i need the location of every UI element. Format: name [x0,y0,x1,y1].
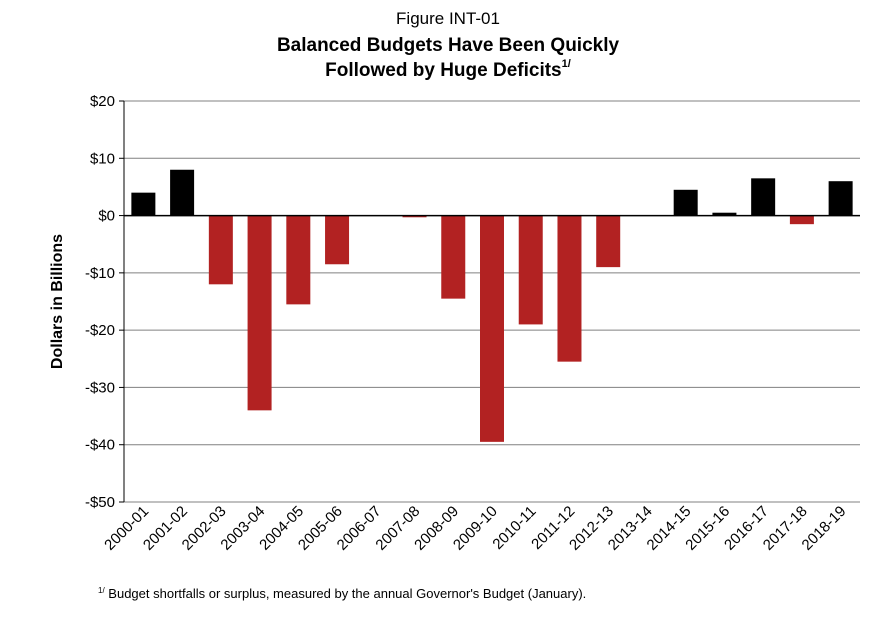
footnote-mark: 1/ [98,586,105,595]
y-tick-label: -$10 [85,265,115,282]
bar-2016-17 [751,178,776,216]
bar-2018-19 [828,181,853,216]
bar-2005-06 [325,215,350,265]
bar-2004-05 [286,215,311,305]
bar-2010-11 [518,215,543,325]
title-footnote-mark: 1/ [561,58,571,70]
y-tick-label: -$50 [85,494,115,511]
bar-2011-12 [557,215,582,362]
bar-2002-03 [208,215,233,285]
bar-2003-04 [247,215,272,411]
bar-2000-01 [131,192,156,216]
y-axis-label: Dollars in Billions [49,234,66,369]
figure-label: Figure INT-01 [396,9,500,28]
bar-2017-18 [789,215,814,225]
bar-2001-02 [170,169,195,216]
bar-2012-13 [596,215,621,268]
y-tick-label: -$30 [85,379,115,396]
y-tick-label: $20 [90,93,115,110]
y-tick-label: -$20 [85,322,115,339]
footnote-text: Budget shortfalls or surplus, measured b… [108,586,587,601]
y-tick-label: $0 [98,208,115,225]
bar-2008-09 [441,215,466,299]
y-tick-label: $10 [90,150,115,167]
chart-title-line-2: Followed by Huge Deficits1/ [0,58,896,82]
chart-title-line-1: Balanced Budgets Have Been Quickly [276,35,620,56]
footnote: 1/ Budget shortfalls or surplus, measure… [98,586,586,601]
y-tick-label: -$40 [85,437,115,454]
chart-title-line-2-text: Followed by Huge Deficits [325,60,562,81]
bar-2015-16 [712,212,737,216]
bar-2014-15 [673,189,698,216]
bar-2007-08 [402,215,427,218]
bar-2009-10 [480,215,504,442]
